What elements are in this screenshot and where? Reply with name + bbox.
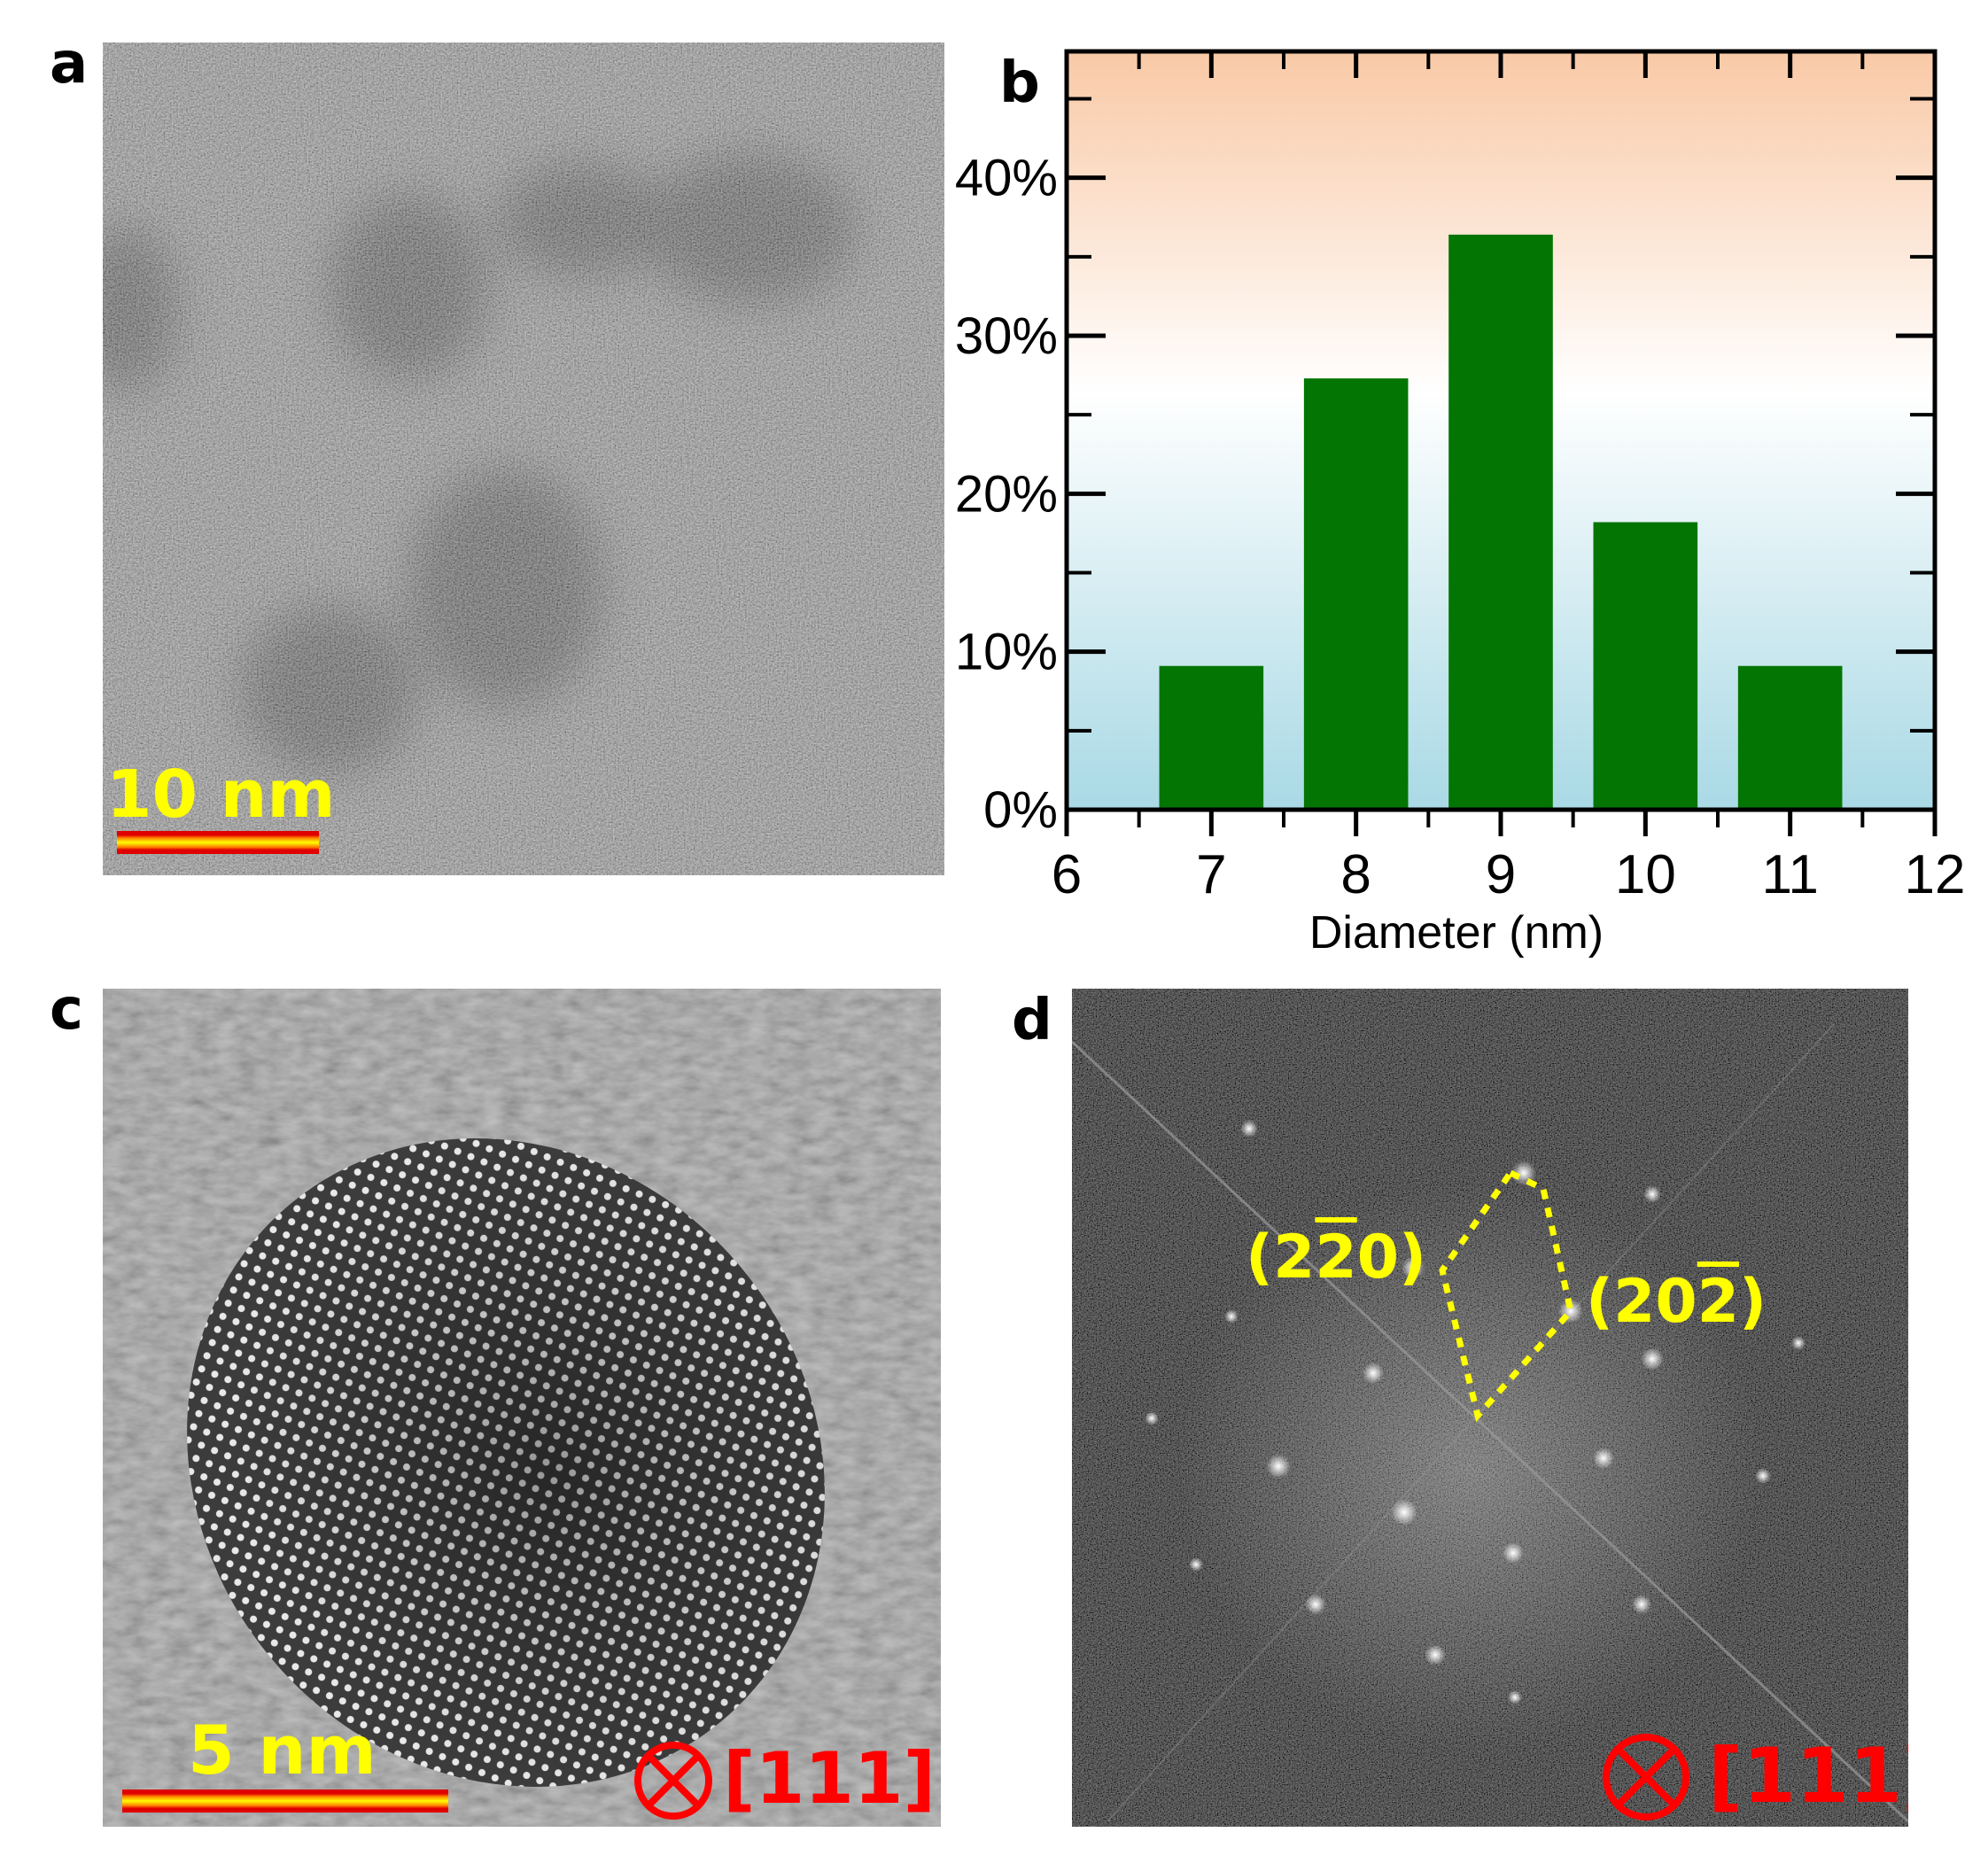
bar-10 (1593, 522, 1698, 810)
zone-axis-into-page-icon (1603, 1734, 1689, 1821)
panel-d-letter: d (1012, 988, 1052, 1053)
y-tick-label: 20% (955, 465, 1058, 523)
panel-a-letter: a (50, 31, 89, 97)
size-distribution-chart: 6 7 8 9 10 11 12 0% 10% 20% 30% 40% Diameter (nm) (939, 35, 1988, 974)
x-tick-label: 9 (1486, 844, 1516, 905)
bar-11 (1737, 665, 1843, 810)
x-tick-label: 10 (1615, 844, 1676, 905)
x-axis-label: Diameter (nm) (1309, 907, 1604, 959)
zone-axis-label-c: [111] (723, 1737, 936, 1820)
y-tick-label: 0% (983, 781, 1058, 839)
x-tick-label: 11 (1761, 844, 1818, 905)
x-tick-label: 12 (1905, 844, 1966, 905)
scale-bar-a (117, 831, 319, 854)
scale-bar-c (122, 1789, 448, 1813)
x-tick-label: 6 (1052, 844, 1082, 905)
y-tick-label: 40% (955, 150, 1058, 207)
panel-d-fft-image: (220) (202) [111] (1072, 989, 1908, 1827)
zone-axis-label-d: [111] (1708, 1732, 1908, 1821)
y-tick-label: 30% (955, 307, 1058, 365)
panel-c-letter: c (50, 977, 83, 1043)
bar-7 (1159, 665, 1264, 810)
hrtem-lattice-image (103, 989, 941, 1827)
panel-a-tem-image: 10 nm (103, 43, 944, 875)
ticks-group: 6 7 8 9 10 11 12 0% 10% 20% 30% 40% (955, 51, 1966, 905)
x-tick-label: 7 (1196, 844, 1226, 905)
panel-b-letter: b (999, 50, 1040, 116)
scale-bar-label-a: 10 nm (106, 757, 336, 833)
zone-axis-into-page-icon (634, 1742, 712, 1820)
bars-group (1159, 234, 1843, 810)
tem-nanoparticles-image (103, 43, 944, 875)
miller-index-2-0-2bar: (202) (1586, 1267, 1767, 1337)
histogram-svg: 6 7 8 9 10 11 12 0% 10% 20% 30% 40% Diameter (nm) (955, 49, 1966, 959)
miller-index-2-2bar-0: (220) (1246, 1223, 1427, 1293)
x-tick-label: 8 (1340, 844, 1371, 905)
plot-frame (1064, 49, 1938, 812)
fft-pattern-image (1072, 989, 1908, 1827)
y-tick-label: 10% (955, 624, 1058, 681)
bar-8 (1303, 378, 1409, 810)
panel-c-hrtem-image: 5 nm [111] (103, 989, 941, 1827)
scale-bar-label-c: 5 nm (188, 1711, 377, 1789)
bar-9 (1448, 234, 1553, 810)
